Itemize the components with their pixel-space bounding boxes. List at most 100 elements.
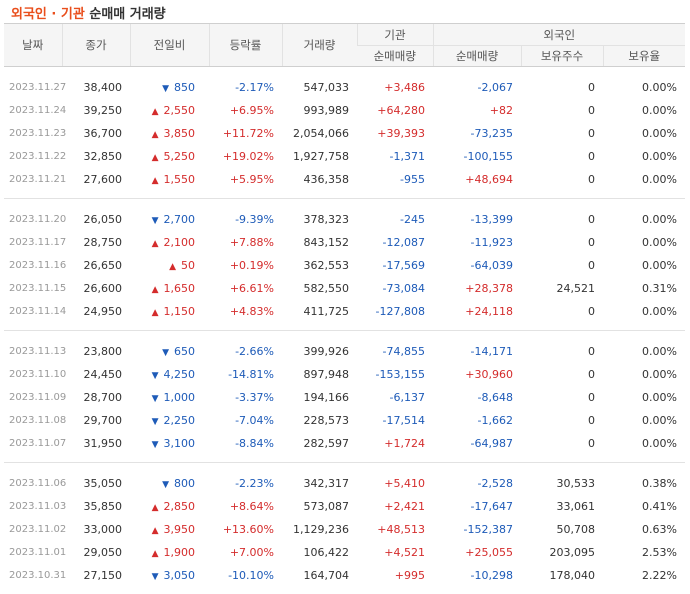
rate-cell: -2.17% bbox=[235, 81, 274, 94]
triangle-down-icon: ▼ bbox=[162, 348, 169, 358]
table-row: 2023.11.17 28,750 ▲ 2,100 +7.88% 843,152 -12,0… bbox=[4, 231, 685, 254]
title-institution: 기관 bbox=[60, 7, 85, 22]
change-cell: ▲ 50 bbox=[130, 254, 209, 277]
rate-cell: +5.95% bbox=[229, 173, 274, 186]
foreign-holdings-cell: 0 bbox=[588, 414, 595, 427]
close-cell: 33,000 bbox=[83, 523, 123, 536]
triangle-down-icon: ▼ bbox=[151, 417, 159, 427]
table-row: 2023.11.07 31,950 ▼ 3,100 -8.84% 282,597 +1,72… bbox=[4, 432, 685, 455]
foreign-ratio-cell: 2.53% bbox=[642, 546, 677, 559]
foreign-ratio-cell: 0.00% bbox=[642, 81, 677, 94]
close-cell: 23,800 bbox=[83, 345, 123, 358]
table-row: 2023.11.23 36,700 ▲ 3,850 +11.72% 2,054,066 +3… bbox=[4, 122, 685, 145]
foreign-ratio-cell: 0.00% bbox=[642, 437, 677, 450]
institution-net-cell: -245 bbox=[400, 213, 425, 226]
change-value: 50 bbox=[181, 259, 195, 272]
foreign-holdings-cell: 33,061 bbox=[556, 500, 596, 513]
foreign-holdings-cell: 0 bbox=[588, 345, 595, 358]
foreign-ratio-cell: 0.00% bbox=[642, 104, 677, 117]
institution-net-cell: -12,087 bbox=[382, 236, 425, 249]
volume-cell: 547,033 bbox=[303, 81, 350, 94]
close-cell: 24,950 bbox=[83, 305, 123, 318]
table-row: 2023.11.08 29,700 ▼ 2,250 -7.04% 228,573 -17,5… bbox=[4, 409, 685, 432]
table-row: 2023.11.20 26,050 ▼ 2,700 -9.39% 378,323 -245 -… bbox=[4, 208, 685, 231]
foreign-net-cell: +30,960 bbox=[465, 368, 513, 381]
change-value: 1,550 bbox=[163, 173, 196, 186]
volume-cell: 582,550 bbox=[303, 282, 350, 295]
change-value: 3,850 bbox=[163, 127, 196, 140]
group-divider bbox=[4, 323, 685, 331]
triangle-up-icon: ▲ bbox=[151, 526, 159, 536]
date-cell: 2023.11.09 bbox=[9, 392, 67, 403]
volume-cell: 1,129,236 bbox=[293, 523, 349, 536]
foreign-holdings-cell: 30,533 bbox=[556, 477, 596, 490]
rate-cell: -2.66% bbox=[235, 345, 274, 358]
foreign-holdings-cell: 0 bbox=[588, 173, 595, 186]
volume-cell: 282,597 bbox=[303, 437, 350, 450]
header-foreign-ratio: 보유율 bbox=[602, 45, 685, 67]
date-cell: 2023.11.15 bbox=[9, 283, 67, 294]
date-cell: 2023.11.24 bbox=[9, 105, 67, 116]
close-cell: 31,950 bbox=[83, 437, 123, 450]
institution-net-cell: -6,137 bbox=[389, 391, 425, 404]
table-row: 2023.11.15 26,600 ▲ 1,650 +6.61% 582,550 -73,0… bbox=[4, 277, 685, 300]
date-cell: 2023.11.10 bbox=[9, 369, 67, 380]
date-cell: 2023.11.01 bbox=[9, 547, 67, 558]
change-value: 3,950 bbox=[163, 523, 196, 536]
header-change: 전일비 bbox=[129, 23, 209, 67]
rate-cell: -2.23% bbox=[235, 477, 274, 490]
volume-cell: 164,704 bbox=[303, 569, 350, 582]
date-cell: 2023.11.27 bbox=[9, 82, 67, 93]
header-institution-net: 순매매량 bbox=[357, 45, 433, 67]
rate-cell: -10.10% bbox=[228, 569, 274, 582]
change-value: 850 bbox=[174, 81, 195, 94]
triangle-up-icon: ▲ bbox=[151, 308, 159, 318]
table-row: 2023.11.27 38,400 ▼ 850 -2.17% 547,033 +3,486 -… bbox=[4, 76, 685, 99]
change-value: 800 bbox=[174, 477, 195, 490]
rate-cell: +6.61% bbox=[229, 282, 274, 295]
triangle-down-icon: ▼ bbox=[151, 394, 159, 404]
title-separator: · bbox=[51, 7, 57, 22]
foreign-ratio-cell: 0.00% bbox=[642, 173, 677, 186]
foreign-ratio-cell: 0.63% bbox=[642, 523, 677, 536]
foreign-net-cell: -2,528 bbox=[477, 477, 513, 490]
rate-cell: +7.88% bbox=[229, 236, 274, 249]
change-cell: ▼ 800 bbox=[130, 472, 209, 495]
change-cell: ▲ 1,150 bbox=[130, 300, 209, 323]
institution-net-cell: +3,486 bbox=[384, 81, 425, 94]
volume-cell: 573,087 bbox=[303, 500, 350, 513]
change-value: 1,150 bbox=[163, 305, 196, 318]
triangle-down-icon: ▼ bbox=[151, 216, 159, 226]
trading-table: 날짜 종가 전일비 등락률 거래량 기관 외국인 순매매량 순매매량 보유주수 … bbox=[4, 23, 685, 587]
group-spacer bbox=[4, 331, 685, 341]
institution-net-cell: +48,513 bbox=[377, 523, 425, 536]
date-cell: 2023.11.13 bbox=[9, 346, 67, 357]
institution-net-cell: -17,514 bbox=[382, 414, 425, 427]
foreign-net-cell: -73,235 bbox=[470, 127, 513, 140]
date-cell: 2023.11.08 bbox=[9, 415, 67, 426]
triangle-down-icon: ▼ bbox=[151, 440, 159, 450]
date-cell: 2023.11.07 bbox=[9, 438, 67, 449]
date-cell: 2023.11.21 bbox=[9, 174, 67, 185]
foreign-net-cell: -64,039 bbox=[470, 259, 513, 272]
volume-cell: 228,573 bbox=[303, 414, 350, 427]
foreign-ratio-cell: 0.00% bbox=[642, 305, 677, 318]
group-divider bbox=[4, 191, 685, 199]
volume-cell: 399,926 bbox=[303, 345, 350, 358]
foreign-holdings-cell: 0 bbox=[588, 391, 595, 404]
change-cell: ▼ 850 bbox=[130, 76, 209, 99]
foreign-net-cell: -11,923 bbox=[470, 236, 513, 249]
rate-cell: -7.04% bbox=[235, 414, 274, 427]
foreign-net-cell: -152,387 bbox=[463, 523, 513, 536]
table-body: 2023.11.27 38,400 ▼ 850 -2.17% 547,033 +3,486 -… bbox=[4, 67, 685, 588]
change-cell: ▲ 5,250 bbox=[130, 145, 209, 168]
header-rate: 등락률 bbox=[208, 23, 282, 67]
header-date: 날짜 bbox=[4, 23, 62, 67]
foreign-holdings-cell: 0 bbox=[588, 213, 595, 226]
foreign-holdings-cell: 0 bbox=[588, 150, 595, 163]
close-cell: 28,750 bbox=[83, 236, 123, 249]
triangle-down-icon: ▼ bbox=[151, 572, 159, 582]
foreign-ratio-cell: 0.00% bbox=[642, 368, 677, 381]
date-cell: 2023.11.14 bbox=[9, 306, 67, 317]
change-value: 4,250 bbox=[163, 368, 196, 381]
